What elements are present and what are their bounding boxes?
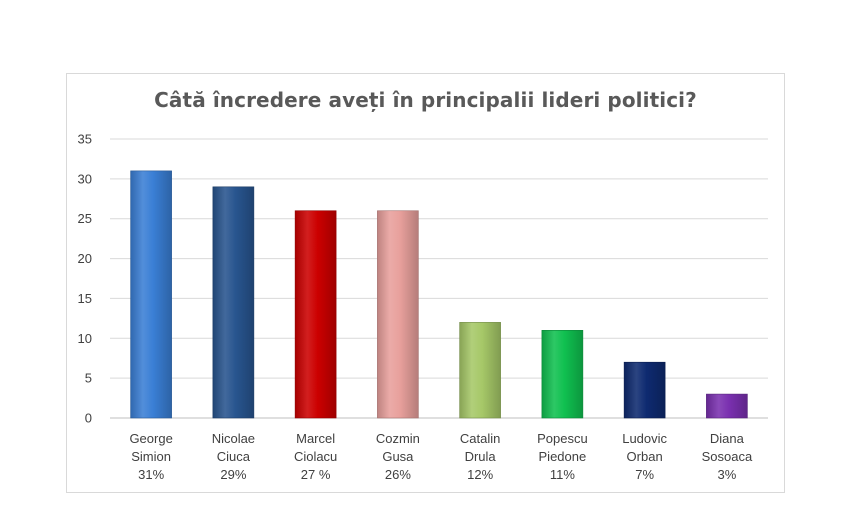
- bar-popescu-piedone: [541, 330, 584, 419]
- x-category-label: Cozmin: [376, 431, 420, 446]
- x-category-label: Orban: [627, 449, 663, 464]
- y-tick-label: 35: [78, 132, 92, 147]
- x-category-label: Ludovic: [622, 431, 667, 446]
- gridlines: [110, 138, 768, 419]
- bar-ludovic-orban: [623, 361, 666, 419]
- y-tick-label: 10: [78, 331, 92, 346]
- x-category-label: Simion: [131, 449, 171, 464]
- y-tick-label: 30: [78, 171, 92, 186]
- x-category-label: Catalin: [460, 431, 500, 446]
- x-category-label: Marcel: [296, 431, 335, 446]
- x-category-label: 27 %: [301, 467, 331, 482]
- x-category-label: Ciuca: [217, 449, 251, 464]
- bar-nicolae-ciuca: [212, 186, 255, 419]
- x-category-label: 29%: [220, 467, 246, 482]
- bars: [130, 170, 748, 419]
- bar-marcel-ciolacu: [294, 210, 337, 419]
- y-tick-label: 15: [78, 291, 92, 306]
- chart-frame: [66, 73, 785, 493]
- x-category-label: 31%: [138, 467, 164, 482]
- x-axis-labels: George Simion 31% Nicolae Ciuca 29% Marcel Ciol…: [129, 431, 753, 482]
- x-category-label: Piedone: [539, 449, 587, 464]
- x-category-label: Popescu: [537, 431, 588, 446]
- bar-diana-sosoaca: [706, 393, 748, 419]
- bar-cozmin-gusa: [377, 210, 419, 419]
- y-tick-label: 5: [85, 371, 92, 386]
- y-tick-label: 0: [85, 411, 92, 426]
- x-category-label: Gusa: [382, 449, 414, 464]
- x-category-label: Ciolacu: [294, 449, 337, 464]
- y-tick-label: 20: [78, 251, 92, 266]
- chart-title: Câtă încredere aveți în principalii lide…: [154, 88, 697, 112]
- x-category-label: Sosoaca: [702, 449, 753, 464]
- bar-catalin-drula: [459, 322, 501, 419]
- x-category-label: Diana: [710, 431, 745, 446]
- bar-george-simion: [130, 170, 172, 419]
- x-category-label: 26%: [385, 467, 411, 482]
- y-axis-ticks: 0 5 10 15 20 25 30 35: [78, 132, 92, 426]
- x-category-label: 7%: [635, 467, 654, 482]
- x-category-label: Nicolae: [212, 431, 255, 446]
- x-category-label: 12%: [467, 467, 493, 482]
- x-category-label: 11%: [550, 467, 575, 482]
- x-category-label: George: [129, 431, 172, 446]
- y-tick-label: 25: [78, 211, 92, 226]
- x-category-label: 3%: [717, 467, 736, 482]
- x-category-label: Drula: [465, 449, 497, 464]
